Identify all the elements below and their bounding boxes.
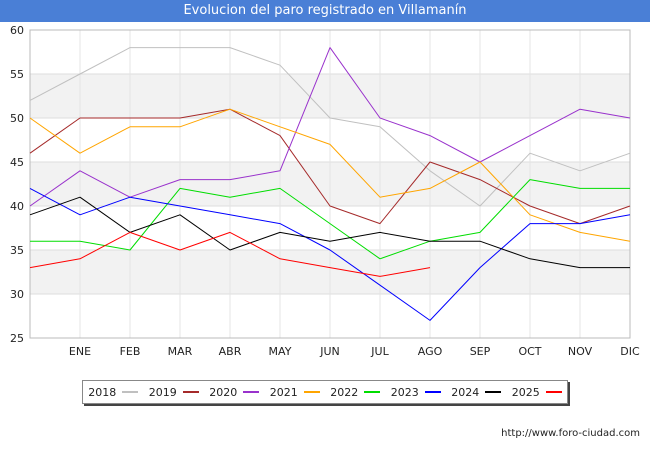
legend-swatch <box>303 391 320 393</box>
legend-item-2020: 2020 <box>209 385 260 399</box>
x-tick-label: ENE <box>69 345 91 358</box>
legend-item-2019: 2019 <box>149 386 199 399</box>
legend-swatch <box>243 391 260 393</box>
legend-swatch <box>182 391 199 393</box>
legend-item-2018: 2018 <box>88 385 139 399</box>
legend-item-2025: 2025 <box>512 386 562 399</box>
series-line-2021 <box>29 108 631 242</box>
x-tick-label: MAY <box>269 345 292 358</box>
x-tick-label: SEP <box>470 345 491 358</box>
legend-label: 2024 <box>451 385 480 399</box>
y-tick-label: 40 <box>10 200 24 213</box>
legend-swatch <box>424 391 441 393</box>
y-tick-label: 60 <box>10 24 24 37</box>
legend-label: 2018 <box>88 385 117 399</box>
legend-swatch <box>485 391 502 393</box>
x-tick-label: MAR <box>168 345 193 358</box>
series-line-2023 <box>29 187 631 321</box>
legend-label: 2023 <box>390 385 419 399</box>
legend-label: 2020 <box>209 385 238 399</box>
legend-item-2021: 2021 <box>270 386 320 399</box>
plot-frame <box>29 29 631 339</box>
x-tick-label: JUN <box>319 345 340 358</box>
legend-label: 2021 <box>269 385 298 399</box>
legend-item-2023: 2023 <box>391 386 441 399</box>
y-tick-label: 25 <box>10 332 24 345</box>
y-tick-label: 55 <box>10 68 24 81</box>
chart-legend: 2018 2019 2020 2021 2022 2023 2024 2025 <box>82 380 568 404</box>
series-line-2022 <box>30 179 630 260</box>
y-tick-label: 50 <box>10 112 24 125</box>
legend-swatch <box>122 391 139 393</box>
x-tick-label: DIC <box>620 345 640 358</box>
y-tick-label: 35 <box>10 244 24 257</box>
x-tick-label: FEB <box>120 345 141 358</box>
legend-item-2022: 2022 <box>330 385 381 399</box>
legend-label: 2019 <box>148 385 177 399</box>
series-line-2025 <box>29 231 431 277</box>
x-tick-label: OCT <box>518 345 541 358</box>
y-tick-label: 30 <box>10 288 24 301</box>
y-tick-label: 45 <box>10 156 24 169</box>
series-line-2019 <box>29 108 631 225</box>
x-tick-label: ABR <box>219 345 242 358</box>
legend-label: 2022 <box>330 385 359 399</box>
legend-swatch <box>545 391 562 393</box>
source-credit: http://www.foro-ciudad.com <box>501 428 640 439</box>
legend-label: 2025 <box>511 385 540 399</box>
legend-item-2024: 2024 <box>451 385 502 399</box>
x-tick-label: NOV <box>568 345 593 358</box>
x-tick-label: AGO <box>418 345 443 358</box>
x-tick-label: JUL <box>370 345 389 358</box>
chart-title: Evolucion del paro registrado en Villama… <box>0 0 650 22</box>
legend-swatch <box>364 391 381 393</box>
series-line-2018 <box>29 47 631 207</box>
